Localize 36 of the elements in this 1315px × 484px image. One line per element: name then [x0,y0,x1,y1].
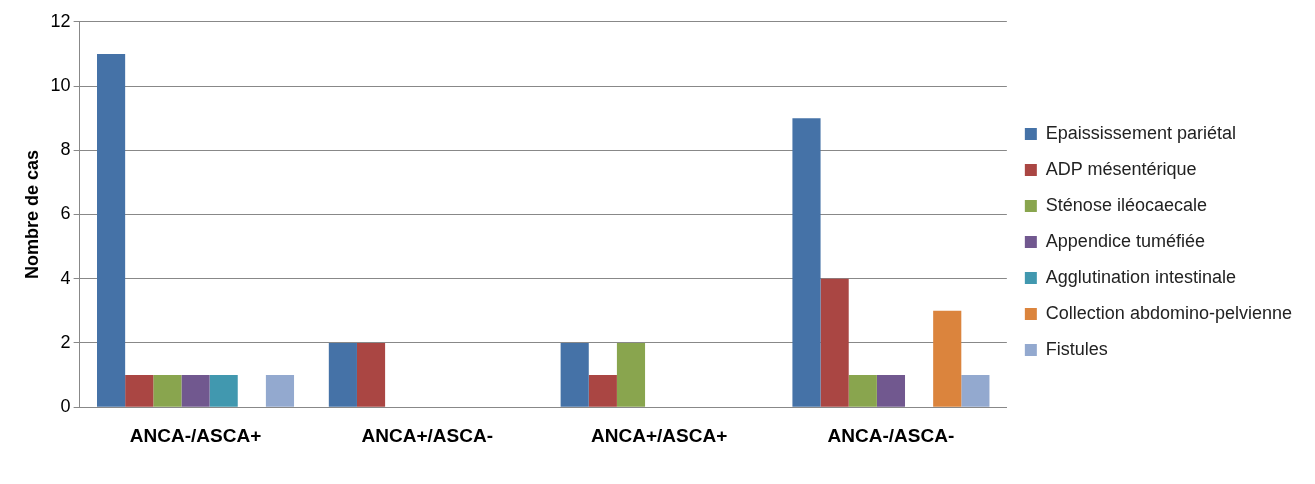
x-tick-label: ANCA-/ASCA+ [129,424,262,446]
bar [876,375,906,407]
bar [356,342,386,407]
x-tick-label: ANCA+/ASCA- [361,424,494,446]
y-tick-label: 8 [60,139,71,160]
bar [209,375,238,407]
bar [265,375,295,407]
bar [97,53,126,407]
bar [792,118,821,407]
y-tick-label: 0 [60,396,71,417]
x-tick-label: ANCA-/ASCA- [827,424,955,446]
y-tick-label: 4 [60,267,71,288]
bar [181,375,210,407]
bar [820,278,849,407]
y-tick-label: 6 [60,203,71,224]
bar [125,375,154,407]
legend-label: Agglutination intestinale [1045,266,1236,287]
legend-label: Fistules [1045,338,1108,359]
y-tick-label: 12 [50,10,71,31]
bar [961,375,990,407]
bar [933,310,962,407]
bar [616,342,646,407]
bar [153,375,182,407]
bar [588,375,617,407]
legend-label: Sténose iléocaecale [1045,194,1207,215]
legend-label: ADP mésentérique [1045,158,1197,179]
y-tick-label: 10 [50,75,71,95]
legend-label: Collection abdomino-pelvienne [1045,302,1292,323]
legend-label: Epaississement pariétal [1045,122,1236,143]
bar [328,342,357,407]
bar [560,342,589,407]
bar [848,375,877,407]
y-axis-title: Nombre de cas [21,149,42,280]
x-tick-label: ANCA+/ASCA+ [591,424,728,446]
y-tick-label: 2 [60,331,71,352]
legend-label: Appendice tuméfiée [1045,230,1205,251]
